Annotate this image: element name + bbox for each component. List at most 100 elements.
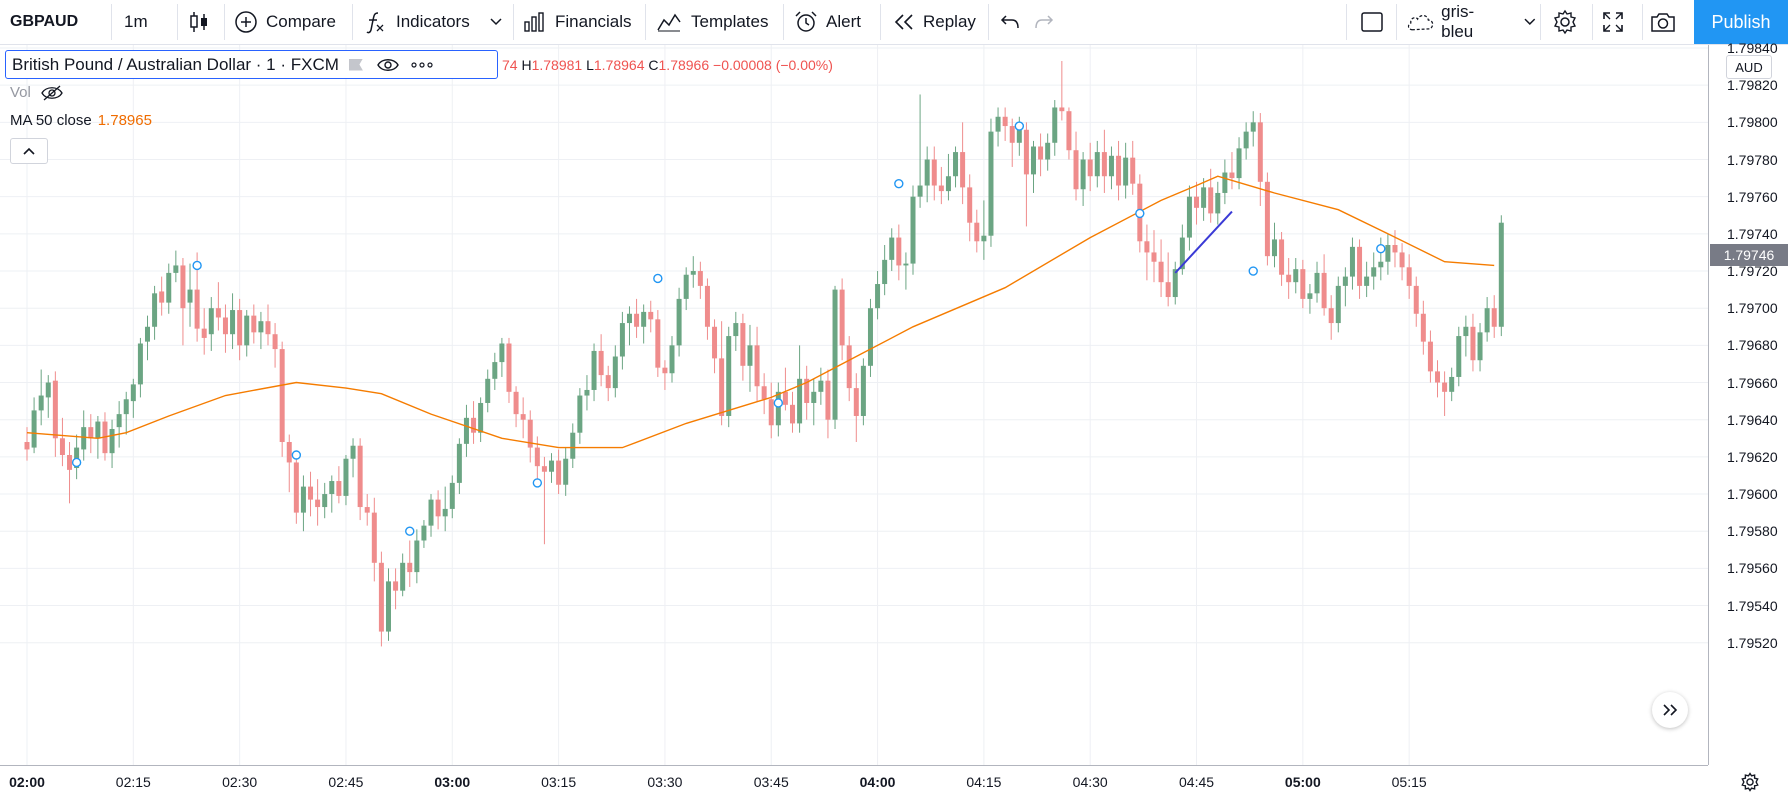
settings-button[interactable]: [1552, 0, 1582, 44]
candle-body: [1250, 122, 1256, 132]
candle-body: [109, 428, 115, 454]
candle-body: [938, 185, 944, 192]
candle-body: [286, 442, 292, 463]
candle-body: [1463, 326, 1469, 337]
chevron-down-icon: [1524, 18, 1536, 25]
candle-body: [1052, 107, 1058, 143]
candle-body: [45, 382, 51, 398]
candle-body: [775, 391, 781, 426]
candle-body: [1328, 308, 1334, 324]
divider: [645, 4, 646, 40]
price-tick-label: 1.79680: [1727, 337, 1778, 354]
candle-body: [208, 308, 214, 335]
candle-body: [534, 447, 540, 467]
candle-body: [1038, 146, 1044, 160]
candle-body: [166, 272, 172, 303]
low-key: L: [586, 57, 594, 73]
candle-body: [144, 326, 150, 342]
snapshot-button[interactable]: [1650, 0, 1682, 44]
candle-body: [393, 581, 399, 591]
candle-body: [421, 525, 427, 541]
candle-body: [846, 345, 852, 389]
scroll-to-realtime-button[interactable]: [1652, 692, 1688, 728]
financials-button[interactable]: Financials: [523, 0, 643, 44]
candle-body: [1314, 272, 1320, 294]
symbol-legend[interactable]: British Pound / Australian Dollar · 1 · …: [5, 50, 498, 79]
eye-icon[interactable]: [377, 57, 399, 73]
publish-button[interactable]: Publish: [1694, 0, 1788, 44]
scale-settings-button[interactable]: [1738, 770, 1762, 794]
undo-button[interactable]: [1000, 0, 1024, 44]
candle-body: [782, 391, 788, 405]
close-key: C: [648, 57, 659, 73]
indicators-button[interactable]: Indicators: [364, 0, 504, 44]
publish-label: Publish: [1711, 11, 1771, 32]
flag-icon[interactable]: [348, 58, 363, 71]
volume-legend[interactable]: Vol: [10, 84, 63, 101]
interval-button[interactable]: 1m: [124, 0, 164, 44]
layout-button[interactable]: [1360, 0, 1390, 44]
symbol-search-button[interactable]: GBPAUD: [10, 0, 110, 44]
price-tick-label: 1.79720: [1727, 263, 1778, 280]
candle-body: [1151, 252, 1157, 262]
templates-button[interactable]: Templates: [657, 0, 782, 44]
candle-body: [1236, 148, 1242, 179]
candle-body: [215, 308, 221, 318]
divider: [513, 4, 514, 40]
candle-body: [1491, 308, 1497, 327]
time-scale[interactable]: 02:00 02:15 02:30 02:45 03:00 03:15 03:30 03:45…: [0, 765, 1708, 799]
price-tick-label: 1.79660: [1727, 374, 1778, 391]
candle-body: [995, 116, 1001, 132]
ma-legend[interactable]: MA 50 close 1.78965: [10, 112, 152, 129]
function-icon: [366, 12, 384, 34]
eye-off-icon[interactable]: [41, 85, 63, 101]
fullscreen-button[interactable]: [1602, 0, 1630, 44]
chart-pane[interactable]: [0, 45, 1708, 765]
templates-icon: [657, 13, 681, 32]
candle-body: [924, 159, 930, 186]
alert-button[interactable]: Alert: [794, 0, 874, 44]
currency-badge[interactable]: AUD: [1726, 55, 1772, 79]
candle-body: [953, 152, 959, 177]
candle-body: [747, 345, 753, 366]
divider: [783, 4, 784, 40]
candle-body: [527, 419, 533, 448]
candle-body: [690, 271, 696, 275]
ma-label: MA 50 close: [10, 112, 92, 129]
compare-button[interactable]: Compare: [234, 0, 344, 44]
replay-label: Replay: [923, 12, 976, 31]
candle-body: [1201, 187, 1207, 208]
price-tick-label: 1.79760: [1727, 188, 1778, 205]
candle-body: [456, 443, 462, 483]
top-toolbar: GBPAUD 1m Compare Indicators Financials …: [0, 0, 1788, 45]
candle-body: [1435, 371, 1441, 383]
collapse-legend-button[interactable]: [10, 138, 48, 164]
indicators-dropdown[interactable]: [490, 0, 506, 44]
candle-body: [1059, 107, 1065, 112]
candle-body: [1009, 126, 1015, 143]
chart-style-button[interactable]: [188, 0, 216, 44]
candle-body: [1172, 269, 1178, 298]
compare-label: Compare: [266, 12, 336, 31]
time-tick-label: 04:00: [859, 774, 896, 790]
candle-body: [81, 427, 87, 450]
redo-button[interactable]: [1034, 0, 1058, 44]
divider: [880, 4, 881, 40]
last-price-label: 1.79746: [1710, 244, 1788, 266]
candle-body: [1101, 152, 1107, 177]
candle-body: [1087, 159, 1093, 177]
indicators-label: Indicators: [396, 12, 470, 31]
replay-button[interactable]: Replay: [893, 0, 983, 44]
layout-name-label: gris-bleu: [1441, 2, 1475, 41]
more-icon[interactable]: [411, 61, 433, 69]
candle-body: [123, 399, 129, 415]
candle-body: [520, 414, 526, 420]
candle-body: [1179, 237, 1185, 270]
layout-name-button[interactable]: gris-bleu: [1406, 0, 1536, 44]
candle-body: [676, 298, 682, 346]
candle-body: [1094, 152, 1100, 177]
candle-body: [1194, 196, 1200, 208]
fullscreen-icon: [1603, 12, 1623, 32]
candle-body: [506, 343, 512, 392]
price-scale[interactable]: 1.79840 1.79820 1.79800 1.79780 1.79760 1.797…: [1708, 40, 1788, 765]
